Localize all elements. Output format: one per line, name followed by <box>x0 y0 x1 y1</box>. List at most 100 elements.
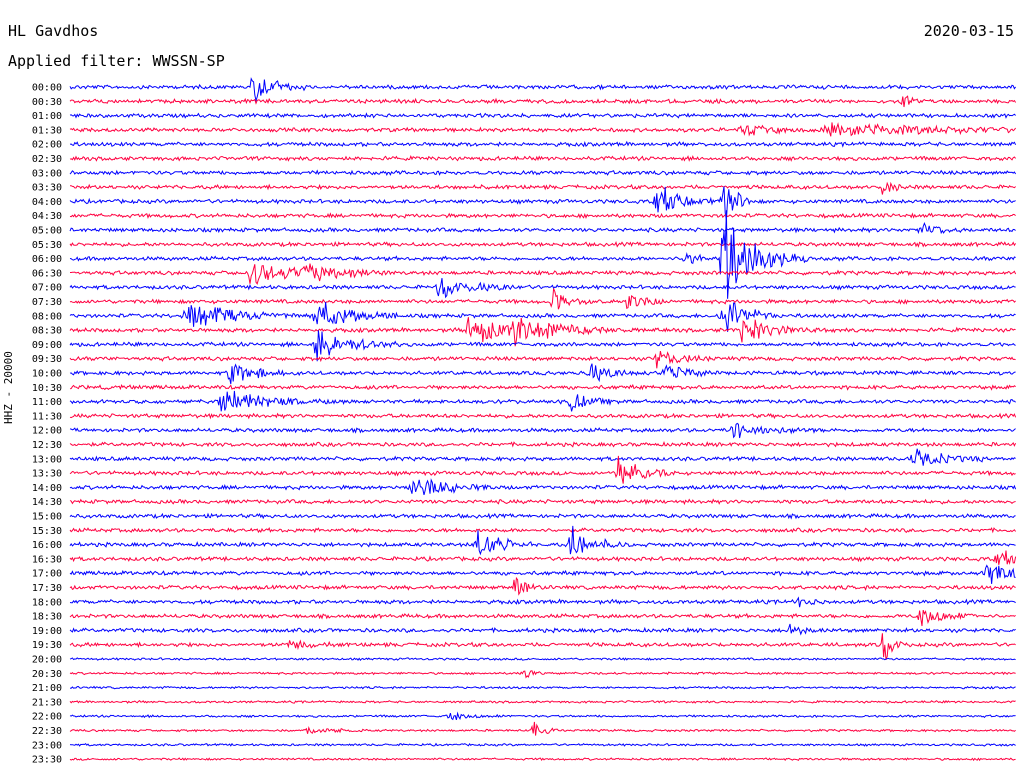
row-time-label: 05:30 <box>32 240 62 251</box>
trace-line <box>69 576 1016 596</box>
row-time-label: 06:00 <box>32 254 62 265</box>
row-time-label: 23:30 <box>32 755 62 766</box>
row-time-label: 15:30 <box>32 526 62 537</box>
trace-line <box>69 757 1016 762</box>
trace-line <box>69 609 1016 627</box>
trace-line <box>69 721 1016 736</box>
trace-line <box>69 383 1016 391</box>
trace-line <box>69 623 1016 636</box>
trace-line <box>69 525 1016 556</box>
row-time-label: 16:30 <box>32 554 62 565</box>
trace-line <box>70 263 1017 285</box>
trace-line <box>69 221 1016 235</box>
row-time-label: 10:30 <box>32 383 62 394</box>
row-time-label: 19:00 <box>32 626 62 637</box>
row-time-label: 00:30 <box>32 97 62 108</box>
station-title: HL Gavdhos <box>8 22 99 40</box>
trace-line <box>69 512 1016 520</box>
trace-line <box>69 699 1016 704</box>
trace-line <box>69 448 1016 466</box>
trace-line <box>69 422 1016 439</box>
trace-line <box>69 154 1016 162</box>
row-time-label: 08:30 <box>32 326 62 337</box>
trace-line <box>69 564 1016 584</box>
row-time-label: 20:30 <box>32 669 62 680</box>
row-time-label: 21:30 <box>32 697 62 708</box>
row-time-label: 16:00 <box>32 540 62 551</box>
row-time-label: 00:00 <box>32 83 62 94</box>
trace-line <box>69 526 1017 534</box>
trace-line <box>69 711 1016 721</box>
row-time-label: 17:30 <box>32 583 62 594</box>
row-time-label: 15:00 <box>32 512 62 523</box>
trace-line <box>69 412 1017 420</box>
trace-line <box>69 288 1016 310</box>
trace-line <box>69 186 1016 221</box>
trace-line <box>69 112 1016 119</box>
trace-line <box>69 596 1016 608</box>
trace-line <box>69 657 1016 662</box>
row-time-label: 03:30 <box>32 183 62 194</box>
row-time-label: 03:00 <box>32 168 62 179</box>
row-time-label: 21:00 <box>32 683 62 694</box>
row-time-label: 04:00 <box>32 197 62 208</box>
trace-line <box>69 498 1016 506</box>
row-time-label: 22:00 <box>32 712 62 723</box>
trace-line <box>69 240 1017 248</box>
trace-line <box>69 633 1016 660</box>
trace-line <box>69 77 1017 103</box>
trace-line <box>69 95 1017 108</box>
row-time-label: 06:30 <box>32 268 62 279</box>
row-time-label: 01:00 <box>32 111 62 122</box>
row-time-label: 14:00 <box>32 483 62 494</box>
trace-line <box>69 278 1016 299</box>
trace-line <box>69 742 1016 747</box>
row-time-label: 20:00 <box>32 655 62 666</box>
row-time-label: 09:00 <box>32 340 62 351</box>
row-time-label: 17:00 <box>32 569 62 580</box>
row-time-label: 12:30 <box>32 440 62 451</box>
trace-line <box>69 550 1017 566</box>
row-time-label: 12:00 <box>32 426 62 437</box>
trace-line <box>69 330 1016 362</box>
trace-line <box>69 301 1016 332</box>
row-time-label: 10:00 <box>32 369 62 380</box>
trace-line <box>69 122 1017 137</box>
row-time-label: 22:30 <box>32 726 62 737</box>
row-time-label: 02:00 <box>32 140 62 151</box>
row-time-label: 23:00 <box>32 740 62 751</box>
row-time-label: 01:30 <box>32 125 62 136</box>
row-time-label: 13:30 <box>32 469 62 480</box>
trace-line <box>69 317 1016 347</box>
row-time-label: 02:30 <box>32 154 62 165</box>
row-time-label: 19:30 <box>32 640 62 651</box>
row-time-label: 13:00 <box>32 454 62 465</box>
filter-label: Applied filter: WWSSN-SP <box>8 52 225 70</box>
row-time-label: 08:00 <box>32 311 62 322</box>
row-time-label: 05:00 <box>32 226 62 237</box>
row-time-label: 07:00 <box>32 283 62 294</box>
trace-line <box>69 212 1016 219</box>
trace-line <box>69 140 1017 148</box>
trace-line <box>69 685 1016 690</box>
trace-line <box>69 350 1016 369</box>
trace-line <box>69 363 1016 385</box>
trace-line <box>69 478 1017 496</box>
trace-line <box>69 169 1017 177</box>
trace-line <box>70 181 1016 195</box>
row-time-label: 14:30 <box>32 497 62 508</box>
row-time-label: 09:30 <box>32 354 62 365</box>
trace-line <box>69 440 1017 448</box>
row-time-label: 11:30 <box>32 411 62 422</box>
row-time-label: 04:30 <box>32 211 62 222</box>
trace-line <box>69 210 1016 299</box>
row-time-label: 11:00 <box>32 397 62 408</box>
row-time-label: 18:00 <box>32 597 62 608</box>
trace-line <box>69 670 1016 679</box>
row-time-label: 18:30 <box>32 612 62 623</box>
date-label: 2020-03-15 <box>923 22 1014 40</box>
trace-line <box>69 390 1016 412</box>
trace-line <box>69 455 1016 484</box>
row-time-label: 07:30 <box>32 297 62 308</box>
